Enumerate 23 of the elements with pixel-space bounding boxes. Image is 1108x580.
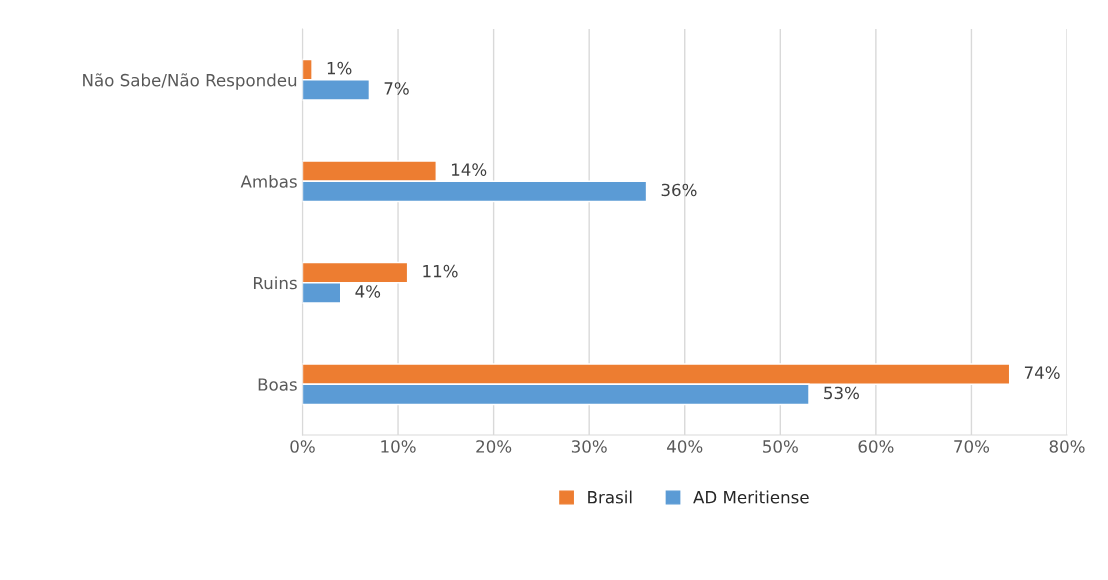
data-label: 1% [327,61,352,75]
data-label: 53% [824,386,859,400]
x-tick-label: 20% [476,440,512,453]
data-label: 11% [423,264,458,278]
legend-label: Brasil [588,490,632,504]
x-tick-label: 10% [381,440,416,453]
y-tick-label: Ambas [240,174,297,188]
x-tick-label: 70% [954,440,990,453]
data-label: 36% [661,183,697,197]
x-tick-label: 50% [763,440,798,453]
y-tick-label: Ruins [253,276,297,290]
x-tick-label: 40% [667,440,703,453]
legend-label: AD Meritiense [693,490,809,504]
y-tick-label: Não Sabe/Não Respondeu [83,73,297,90]
y-tick-label: Boas [258,378,297,391]
x-tick-label: 0% [290,440,315,453]
data-label: 74% [1024,366,1060,379]
data-label: 7% [384,82,409,95]
x-tick-label: 80% [1049,440,1085,453]
x-tick-label: 60% [858,440,894,453]
data-label: 14% [451,163,487,176]
x-tick-label: 30% [571,440,607,453]
data-label: 4% [355,285,381,298]
